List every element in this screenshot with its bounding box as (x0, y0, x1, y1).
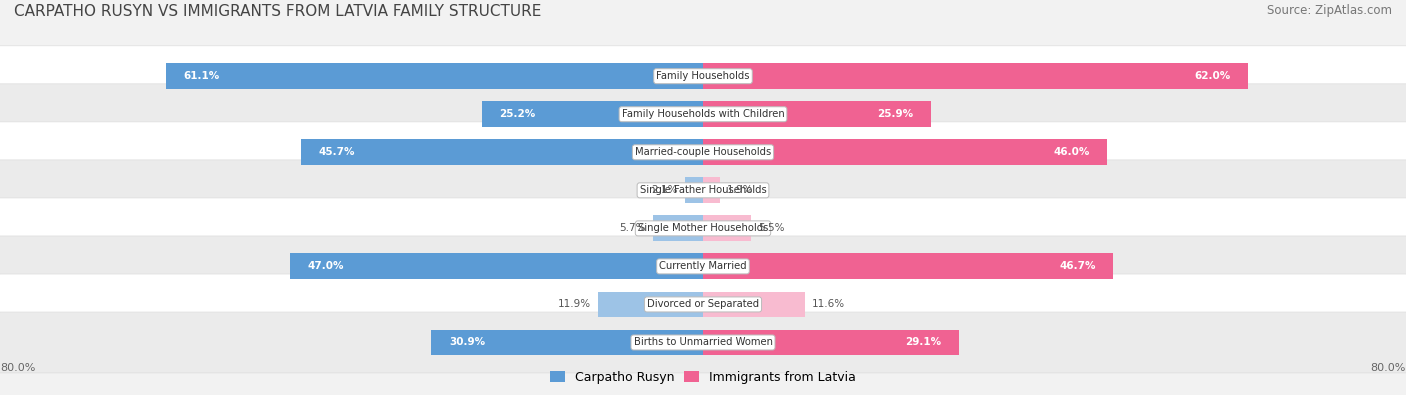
Bar (652, 215, 703, 241)
FancyBboxPatch shape (0, 274, 1406, 335)
Text: 5.5%: 5.5% (758, 223, 785, 233)
Text: Births to Unmarried Women: Births to Unmarried Women (634, 337, 772, 348)
Bar (685, 177, 703, 203)
Text: 5.7%: 5.7% (620, 223, 645, 233)
Text: 1.9%: 1.9% (727, 185, 754, 196)
Text: Married-couple Households: Married-couple Households (636, 147, 770, 157)
Bar (432, 329, 703, 356)
Bar (301, 139, 703, 165)
Text: 29.1%: 29.1% (905, 337, 941, 348)
Text: 25.9%: 25.9% (877, 109, 912, 119)
Text: 46.0%: 46.0% (1053, 147, 1090, 157)
Bar (703, 254, 1114, 279)
Bar (290, 254, 703, 279)
FancyBboxPatch shape (0, 312, 1406, 373)
Legend: Carpatho Rusyn, Immigrants from Latvia: Carpatho Rusyn, Immigrants from Latvia (544, 366, 862, 389)
Bar (703, 102, 931, 127)
FancyBboxPatch shape (0, 46, 1406, 107)
Text: 11.6%: 11.6% (813, 299, 845, 309)
Text: Source: ZipAtlas.com: Source: ZipAtlas.com (1267, 4, 1392, 17)
Text: 47.0%: 47.0% (308, 261, 344, 271)
Text: 25.2%: 25.2% (499, 109, 536, 119)
Text: Single Father Households: Single Father Households (640, 185, 766, 196)
Bar (703, 177, 720, 203)
FancyBboxPatch shape (0, 84, 1406, 145)
Text: 62.0%: 62.0% (1194, 71, 1230, 81)
Text: CARPATHO RUSYN VS IMMIGRANTS FROM LATVIA FAMILY STRUCTURE: CARPATHO RUSYN VS IMMIGRANTS FROM LATVIA… (14, 4, 541, 19)
Bar (703, 292, 804, 317)
Bar (703, 215, 751, 241)
Text: 80.0%: 80.0% (0, 363, 35, 373)
Text: 61.1%: 61.1% (184, 71, 219, 81)
Bar (166, 63, 703, 89)
Bar (703, 329, 959, 356)
Text: 46.7%: 46.7% (1059, 261, 1095, 271)
Text: 45.7%: 45.7% (319, 147, 356, 157)
Text: 30.9%: 30.9% (449, 337, 485, 348)
FancyBboxPatch shape (0, 198, 1406, 259)
Text: 80.0%: 80.0% (1371, 363, 1406, 373)
Text: Family Households: Family Households (657, 71, 749, 81)
FancyBboxPatch shape (0, 236, 1406, 297)
Text: 11.9%: 11.9% (558, 299, 592, 309)
Text: Divorced or Separated: Divorced or Separated (647, 299, 759, 309)
Bar (599, 292, 703, 317)
FancyBboxPatch shape (0, 160, 1406, 221)
Text: Single Mother Households: Single Mother Households (638, 223, 768, 233)
Bar (703, 63, 1249, 89)
Text: Currently Married: Currently Married (659, 261, 747, 271)
FancyBboxPatch shape (0, 122, 1406, 183)
Text: Family Households with Children: Family Households with Children (621, 109, 785, 119)
Bar (481, 102, 703, 127)
Bar (703, 139, 1108, 165)
Text: 2.1%: 2.1% (651, 185, 678, 196)
